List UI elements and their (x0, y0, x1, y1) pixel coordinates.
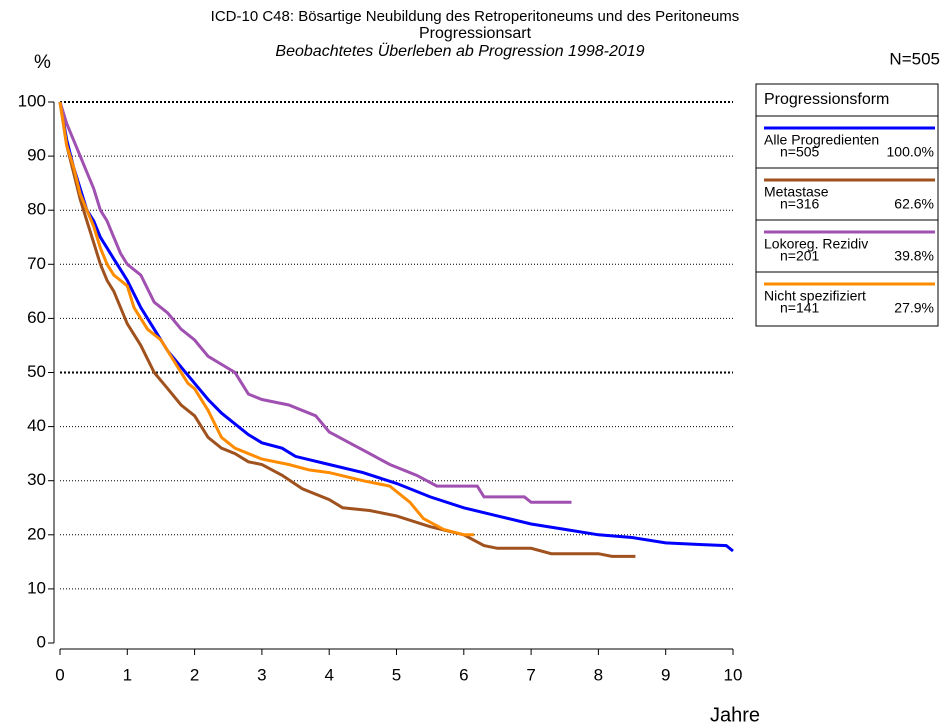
legend-count: n=505 (780, 144, 820, 160)
y-tick-label: 0 (37, 632, 46, 651)
x-tick-label: 2 (190, 665, 199, 684)
survival-curve (58, 101, 734, 553)
x-tick-label: 4 (324, 665, 333, 684)
y-tick-label: 50 (27, 362, 46, 381)
y-tick-label: 100 (18, 91, 46, 110)
legend-label: Nicht spezifiziert (764, 288, 866, 304)
legend-percent: 27.9% (894, 300, 934, 316)
legend-label: Metastase (764, 184, 829, 200)
y-tick-label: 40 (27, 416, 46, 435)
survival-curve (58, 101, 572, 504)
y-tick-label: 30 (27, 470, 46, 489)
y-tick-label: 90 (27, 146, 46, 165)
legend-percent: 62.6% (894, 196, 934, 212)
y-tick-label: 70 (27, 254, 46, 273)
x-tick-label: 10 (724, 665, 743, 684)
x-axis-label: Jahre (710, 704, 760, 726)
legend-box (755, 83, 939, 327)
legend-label: Alle Progredienten (764, 132, 879, 148)
legend-count: n=201 (780, 248, 820, 264)
x-tick-label: 6 (459, 665, 468, 684)
y-tick-label: 10 (27, 578, 46, 597)
legend-label: Lokoreg. Rezidiv (764, 236, 868, 252)
chart-subtitle: Progressionsart (419, 25, 532, 42)
legend-count: n=141 (780, 300, 820, 316)
x-tick-label: 5 (392, 665, 401, 684)
y-tick-label: 80 (27, 200, 46, 219)
total-label: N=505 (889, 49, 940, 68)
legend-percent: 39.8% (894, 248, 934, 264)
legend-title: Progressionsform (764, 91, 889, 108)
y-axis-label: % (34, 52, 51, 73)
survival-curve (58, 101, 474, 537)
x-tick-label: 8 (594, 665, 603, 684)
y-tick-label: 20 (27, 524, 46, 543)
chart-title: ICD-10 C48: Bösartige Neubildung des Ret… (211, 8, 740, 25)
legend-percent: 100.0% (887, 144, 934, 160)
chart-caption: Beobachtetes Überleben ab Progression 19… (275, 42, 644, 60)
survival-curve (58, 101, 636, 558)
x-tick-label: 7 (526, 665, 535, 684)
legend-count: n=316 (780, 196, 820, 212)
y-tick-label: 60 (27, 308, 46, 327)
x-tick-label: 9 (661, 665, 670, 684)
x-tick-label: 0 (55, 665, 64, 684)
x-tick-label: 1 (123, 665, 132, 684)
x-tick-label: 3 (257, 665, 266, 684)
